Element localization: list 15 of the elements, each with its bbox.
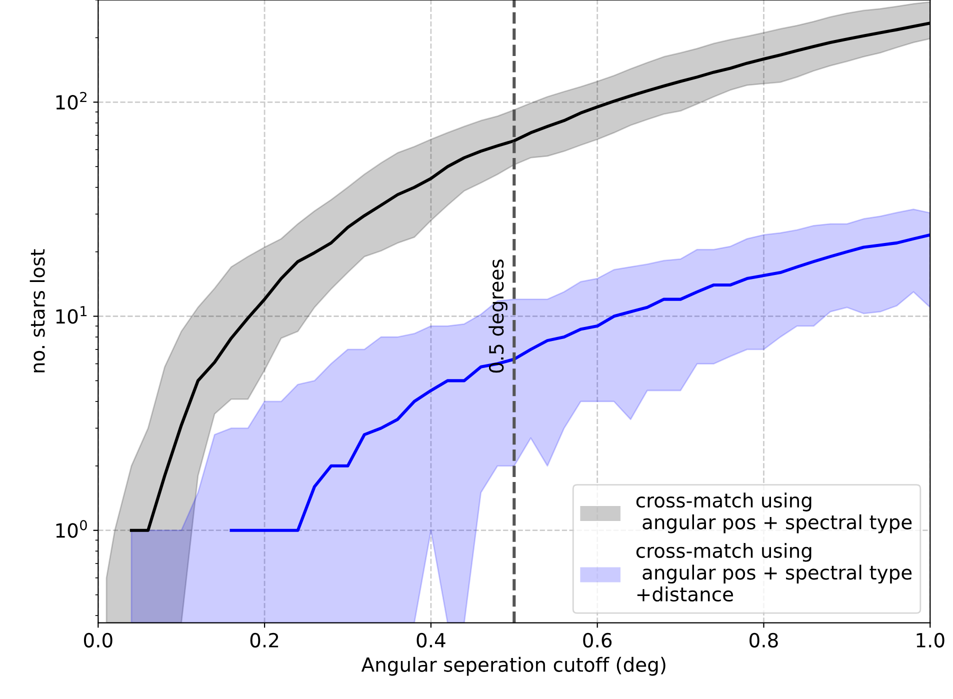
legend-label: cross-match using angular pos + spectral type +distance [636, 542, 912, 602]
y-tick-label: 10$^{0}$ [56, 520, 87, 538]
x-tick-label: 0.6 [583, 632, 612, 648]
legend-label: cross-match using angular pos + spectral type [636, 492, 912, 534]
x-tick-label: 0.8 [750, 632, 778, 648]
x-tick-label: 0.4 [416, 632, 446, 648]
y-tick-label: 10$^{1}$ [56, 306, 87, 324]
y-tick-label: 10$^{2}$ [56, 92, 86, 110]
x-tick-label: 1.0 [916, 632, 944, 648]
x-tick-label: 0.2 [250, 632, 278, 648]
ref-line-label: 0.5 degrees [488, 260, 508, 373]
y-axis-title: no. stars lost [30, 249, 45, 372]
x-tick-label: 0.0 [84, 632, 112, 648]
line-series [230, 233, 930, 532]
x-axis-title: Angular seperation cutoff (deg) [361, 656, 666, 676]
